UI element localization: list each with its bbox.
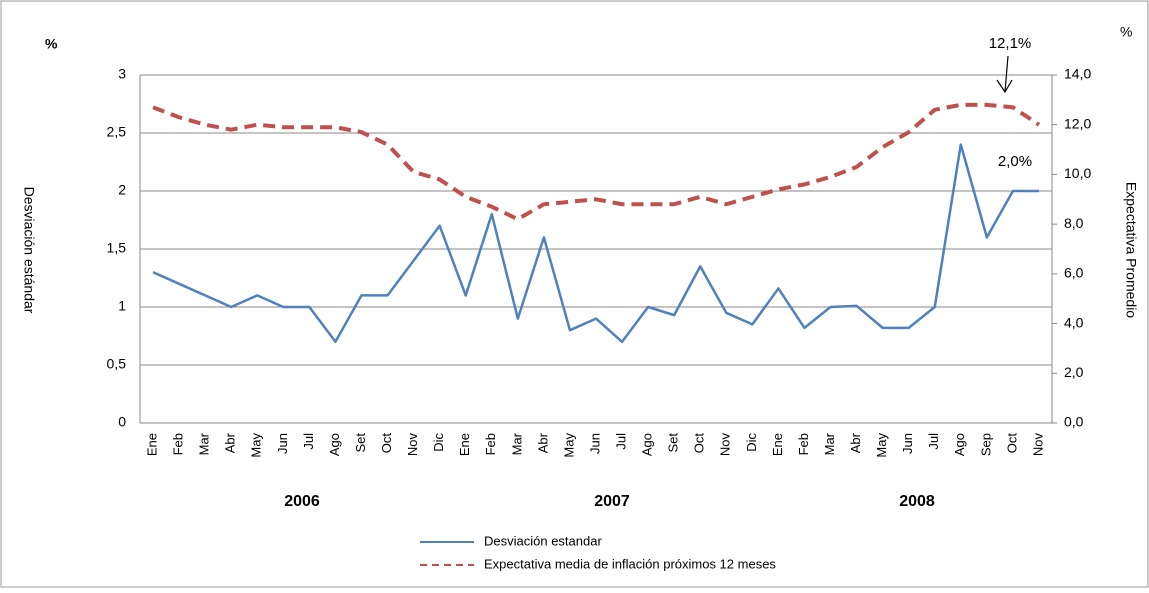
y2-tick-label: 8,0 [1064, 215, 1084, 231]
x-tick-label: Set [353, 433, 368, 453]
annotation-arrowhead [996, 79, 1013, 94]
x-tick-label: Mar [197, 432, 212, 455]
x-tick-label: Abr [535, 432, 550, 453]
x-tick-label: Feb [483, 433, 498, 455]
y2-tick-label: 12,0 [1064, 115, 1091, 131]
y-axis-title: Desviación estándar [21, 187, 37, 314]
x-tick-label: Dic [744, 433, 759, 452]
annotation: 2,0% [998, 153, 1032, 170]
x-tick-label: Nov [1030, 433, 1045, 457]
year-label: 2008 [899, 493, 935, 510]
x-tick-label: Set [666, 433, 681, 453]
x-tick-label: Feb [171, 433, 186, 455]
x-tick-label: Dic [431, 433, 446, 452]
x-tick-label: Abr [848, 432, 863, 453]
x-tick-label: May [874, 433, 889, 458]
x-tick-label: Jul [613, 433, 628, 450]
x-tick-label: Sep [978, 433, 993, 456]
legend-label: Desviación estandar [484, 533, 602, 548]
x-tick-label: Oct [379, 433, 394, 454]
series-line [152, 102, 1041, 222]
y-tick-label: 2,5 [107, 124, 127, 140]
x-tick-label: May [249, 433, 264, 458]
y-tick-label: 0,5 [107, 356, 127, 372]
x-tick-label: Jul [301, 433, 316, 450]
x-tick-label: Jun [900, 433, 915, 454]
y2-tick-label: 4,0 [1064, 314, 1084, 330]
x-tick-label: Mar [822, 432, 837, 455]
x-tick-label: Ene [770, 433, 785, 456]
annotation: 12,1% [989, 35, 1032, 52]
annotation-arrow [1004, 55, 1009, 93]
y-tick-label: 3 [118, 66, 126, 82]
legend-label: Expectativa media de inflación próximos … [484, 556, 776, 571]
year-label: 2007 [594, 493, 630, 510]
x-tick-label: Nov [718, 433, 733, 457]
x-tick-label: Ago [952, 433, 967, 456]
x-tick-label: Mar [509, 432, 524, 455]
x-tick-label: Jun [275, 433, 290, 454]
x-tick-label: Nov [405, 433, 420, 457]
x-tick-label: Feb [796, 433, 811, 455]
y-tick-label: 2 [118, 182, 126, 198]
y2-tick-label: 6,0 [1064, 265, 1084, 281]
y2-tick-label: 14,0 [1064, 66, 1091, 82]
x-tick-label: Jul [926, 433, 941, 450]
x-tick-label: Oct [692, 433, 707, 454]
x-tick-label: Ene [144, 433, 159, 456]
y-tick-label: 1,5 [107, 240, 127, 256]
x-tick-label: Oct [1004, 433, 1019, 454]
y2-tick-label: 10,0 [1064, 165, 1091, 181]
y-tick-label: 0 [118, 414, 126, 430]
x-tick-label: Ene [457, 433, 472, 456]
y-tick-label: 1 [118, 298, 126, 314]
y2-tick-label: 2,0 [1064, 364, 1084, 380]
y2-axis-title: Expectativa Promedio [1123, 182, 1139, 318]
y-unit-right: % [1120, 24, 1132, 40]
x-tick-label: Abr [223, 432, 238, 453]
x-tick-label: May [561, 433, 576, 458]
x-tick-label: Ago [640, 433, 655, 456]
series-line [152, 143, 1039, 344]
x-tick-label: Jun [587, 433, 602, 454]
y-unit-left: % [45, 36, 58, 52]
y2-tick-label: 0,0 [1064, 414, 1084, 430]
x-tick-label: Ago [327, 433, 342, 456]
year-label: 2006 [284, 493, 320, 510]
